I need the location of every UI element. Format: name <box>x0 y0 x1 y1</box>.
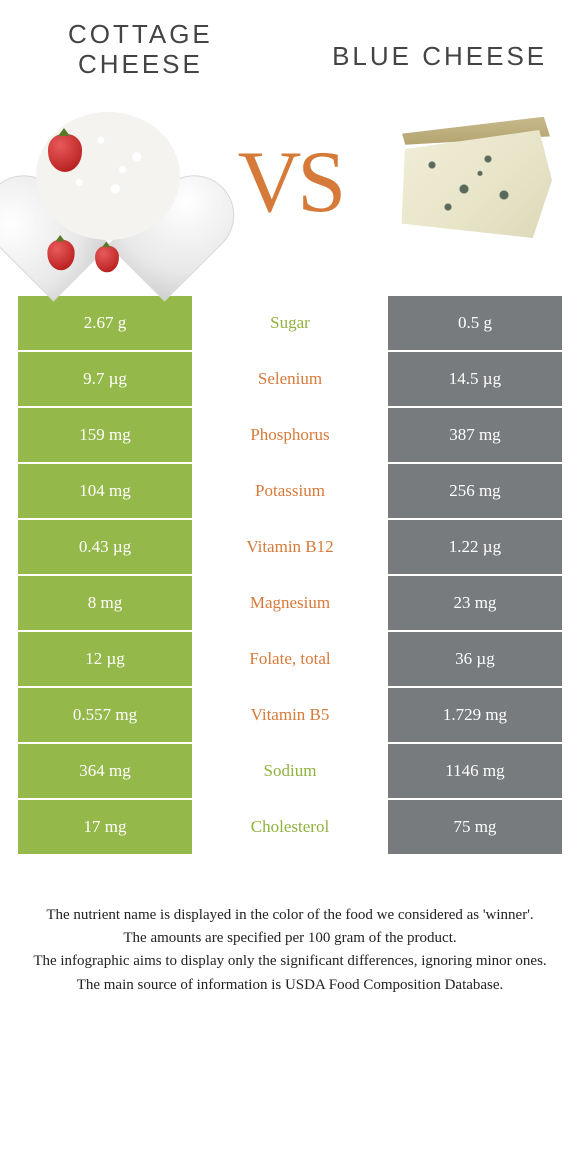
nutrient-label: Sugar <box>192 296 388 350</box>
value-left: 9.7 µg <box>18 352 192 406</box>
nutrient-label: Cholesterol <box>192 800 388 854</box>
value-left: 0.557 mg <box>18 688 192 742</box>
title-right: BLUE CHEESE <box>317 42 562 72</box>
nutrient-label: Folate, total <box>192 632 388 686</box>
footnotes: The nutrient name is displayed in the co… <box>18 904 562 997</box>
value-left: 17 mg <box>18 800 192 854</box>
nutrient-label: Sodium <box>192 744 388 798</box>
nutrient-label: Vitamin B5 <box>192 688 388 742</box>
value-left: 364 mg <box>18 744 192 798</box>
title-row: COTTAGE CHEESE BLUE CHEESE <box>18 20 562 80</box>
comparison-table: 2.67 gSugar0.5 g9.7 µgSelenium14.5 µg159… <box>18 296 562 856</box>
table-row: 104 mgPotassium256 mg <box>18 464 562 520</box>
table-row: 2.67 gSugar0.5 g <box>18 296 562 352</box>
value-right: 14.5 µg <box>388 352 562 406</box>
table-row: 17 mgCholesterol75 mg <box>18 800 562 856</box>
title-left-line2: CHEESE <box>78 49 203 79</box>
table-row: 0.43 µgVitamin B121.22 µg <box>18 520 562 576</box>
value-right: 0.5 g <box>388 296 562 350</box>
value-left: 2.67 g <box>18 296 192 350</box>
value-left: 159 mg <box>18 408 192 462</box>
blue-cheese-image <box>382 98 562 268</box>
value-right: 256 mg <box>388 464 562 518</box>
value-right: 23 mg <box>388 576 562 630</box>
nutrient-label: Phosphorus <box>192 408 388 462</box>
value-left: 8 mg <box>18 576 192 630</box>
table-row: 0.557 mgVitamin B51.729 mg <box>18 688 562 744</box>
value-right: 387 mg <box>388 408 562 462</box>
nutrient-label: Selenium <box>192 352 388 406</box>
value-right: 1146 mg <box>388 744 562 798</box>
table-row: 12 µgFolate, total36 µg <box>18 632 562 688</box>
value-left: 0.43 µg <box>18 520 192 574</box>
table-row: 9.7 µgSelenium14.5 µg <box>18 352 562 408</box>
footnote-line: The main source of information is USDA F… <box>30 974 550 997</box>
table-row: 364 mgSodium1146 mg <box>18 744 562 800</box>
footnote-line: The amounts are specified per 100 gram o… <box>30 927 550 950</box>
title-left-line1: COTTAGE <box>68 19 213 49</box>
cottage-cheese-image <box>18 98 198 268</box>
footnote-line: The nutrient name is displayed in the co… <box>30 904 550 927</box>
table-row: 159 mgPhosphorus387 mg <box>18 408 562 464</box>
nutrient-label: Magnesium <box>192 576 388 630</box>
footnote-line: The infographic aims to display only the… <box>30 950 550 973</box>
nutrient-label: Potassium <box>192 464 388 518</box>
hero-row: VS <box>18 98 562 268</box>
value-right: 1.22 µg <box>388 520 562 574</box>
value-right: 75 mg <box>388 800 562 854</box>
value-left: 104 mg <box>18 464 192 518</box>
nutrient-label: Vitamin B12 <box>192 520 388 574</box>
table-row: 8 mgMagnesium23 mg <box>18 576 562 632</box>
value-right: 1.729 mg <box>388 688 562 742</box>
title-left: COTTAGE CHEESE <box>18 20 263 80</box>
vs-label: VS <box>238 132 343 233</box>
value-left: 12 µg <box>18 632 192 686</box>
value-right: 36 µg <box>388 632 562 686</box>
